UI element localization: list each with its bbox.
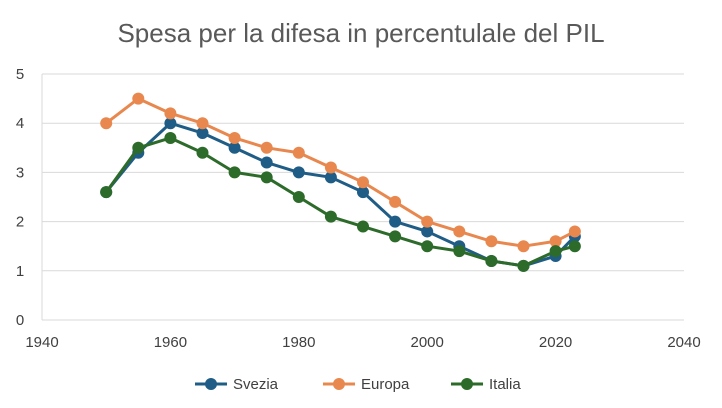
chart-title: Spesa per la difesa in percentulale del … [117, 18, 604, 48]
legend-label: Europa [361, 376, 410, 393]
y-tick-label: 0 [16, 312, 24, 329]
data-point [228, 166, 241, 179]
data-point [324, 171, 337, 184]
data-point [260, 171, 273, 184]
data-point [485, 254, 498, 267]
data-point [196, 127, 209, 140]
x-tick-label: 2020 [539, 334, 572, 351]
x-tick-label: 2040 [667, 334, 700, 351]
data-point [485, 235, 498, 248]
legend-item-svezia: Svezia [195, 376, 279, 393]
data-point [164, 117, 177, 130]
data-point [196, 117, 209, 130]
data-point [568, 240, 581, 253]
data-point [389, 230, 402, 243]
series-italia [100, 131, 581, 272]
legend-marker [461, 378, 473, 390]
x-tick-label: 1960 [154, 334, 187, 351]
legend-label: Svezia [233, 376, 279, 393]
legend: Svezia Europa Italia [195, 376, 521, 393]
data-point [292, 191, 305, 203]
y-tick-label: 2 [16, 214, 24, 231]
data-point [357, 220, 369, 233]
data-point [164, 107, 177, 120]
data-point [260, 141, 273, 154]
x-tick-label: 1940 [25, 334, 58, 351]
data-point [292, 166, 305, 179]
data-point [132, 92, 145, 105]
data-point [228, 131, 241, 144]
series-line [104, 136, 577, 268]
data-point [549, 245, 562, 258]
y-tick-label: 5 [16, 66, 24, 83]
series-layer [100, 92, 581, 272]
data-point [517, 240, 530, 253]
series-europa [100, 92, 581, 253]
series-line [104, 97, 577, 248]
legend-label: Italia [489, 376, 521, 393]
data-point [357, 186, 369, 199]
data-point [453, 245, 466, 258]
data-point [164, 131, 177, 144]
data-point [100, 186, 113, 199]
y-tick-label: 1 [16, 263, 24, 280]
data-point [389, 215, 402, 228]
data-point [357, 176, 369, 189]
y-tick-label: 3 [16, 164, 24, 181]
data-point [517, 259, 530, 272]
data-point [260, 156, 273, 169]
data-point [389, 195, 402, 208]
legend-item-italia: Italia [451, 376, 521, 393]
data-point [132, 141, 145, 154]
x-tick-label: 1980 [282, 334, 315, 351]
y-tick-label: 4 [16, 115, 24, 132]
data-point [292, 146, 305, 159]
data-point [421, 240, 434, 253]
data-point [549, 235, 562, 248]
data-point [100, 117, 113, 130]
data-point [196, 146, 209, 159]
data-point [324, 210, 337, 223]
axes: 0 1 2 3 4 5 1940 1960 1980 2000 2020 2040 [16, 66, 701, 351]
legend-marker [333, 378, 345, 390]
data-point [421, 215, 434, 228]
data-point [568, 225, 581, 238]
data-point [228, 141, 241, 154]
x-tick-label: 2000 [411, 334, 444, 351]
legend-item-europa: Europa [323, 376, 410, 393]
data-point [324, 161, 337, 174]
data-point [421, 225, 434, 238]
data-point [453, 225, 466, 238]
legend-marker [205, 378, 217, 390]
